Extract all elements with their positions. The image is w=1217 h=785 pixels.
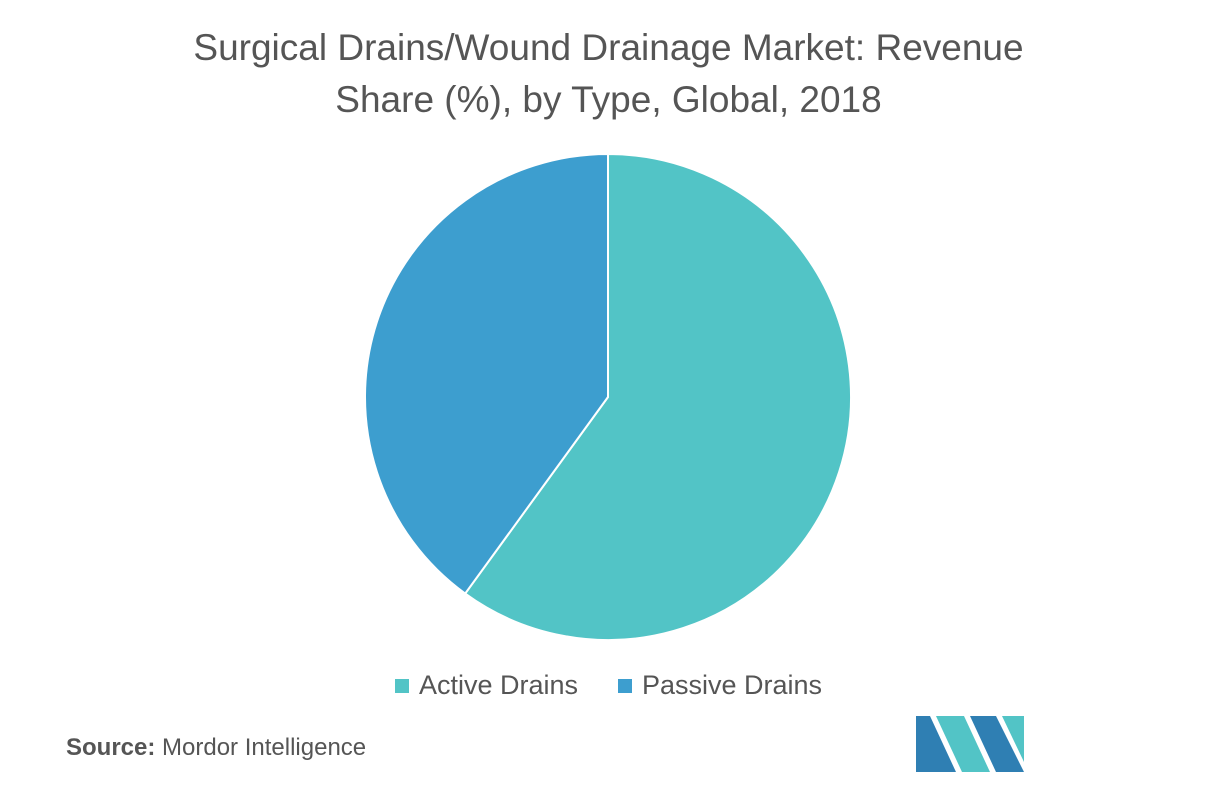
legend-label-active-drains: Active Drains <box>418 670 578 700</box>
source-text: Mordor Intelligence <box>162 734 367 761</box>
source-note: Source: Mordor Intelligence <box>66 734 366 762</box>
mordor-intelligence-logo-icon <box>916 716 1024 772</box>
legend-item-active-drains: Active Drains <box>394 670 578 701</box>
legend-swatch-active-drains <box>394 678 409 693</box>
chart-title: Surgical Drains/Wound Drainage Market: R… <box>0 22 1217 126</box>
legend: Active Drains Passive Drains <box>0 670 1217 701</box>
chart-title-line-2: Share (%), by Type, Global, 2018 <box>335 79 882 120</box>
pie-slices <box>364 152 852 641</box>
chart-title-line-1: Surgical Drains/Wound Drainage Market: R… <box>193 27 1024 68</box>
source-label: Source: <box>66 734 156 761</box>
legend-item-passive-drains: Passive Drains <box>617 670 823 701</box>
pie-slice-passive-drains <box>364 152 609 595</box>
legend-label-passive-drains: Passive Drains <box>641 670 823 700</box>
pie-slice-active-drains <box>463 152 852 641</box>
legend-swatch-passive-drains <box>617 678 632 693</box>
